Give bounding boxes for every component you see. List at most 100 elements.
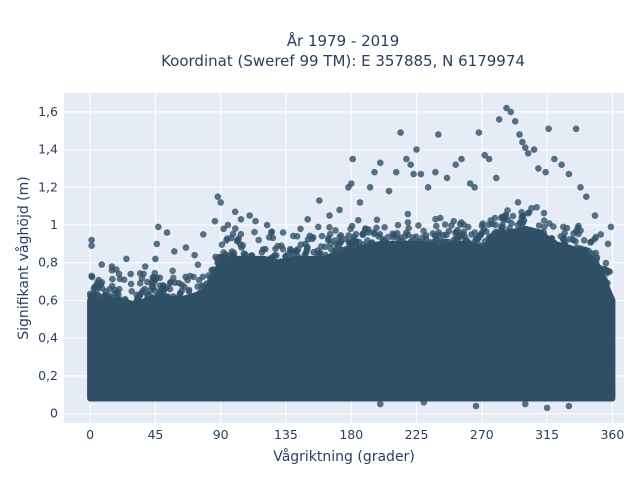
scatter-point [232,225,239,232]
scatter-point [535,165,542,172]
scatter-point [317,243,325,250]
scatter-point [237,216,245,223]
scatter-point [352,230,360,238]
scatter-point [519,138,526,146]
scatter-point [537,233,544,241]
scatter-point [128,288,135,295]
scatter-point [487,217,495,224]
scatter-point [479,220,487,227]
scatter-point [205,282,213,290]
scatter-point [348,222,356,230]
scatter-point [349,155,357,163]
scatter-point [533,204,540,211]
scatter-point [371,168,378,176]
scatter-point [443,174,451,182]
scatter-point [522,144,529,151]
scatter-point [233,237,241,245]
x-tick-label: 315 [535,427,559,442]
scatter-point [459,230,466,238]
scatter-point [88,272,95,280]
scatter-point [452,161,460,168]
scatter-point [540,209,548,217]
y-tick-label: 0,8 [38,255,58,270]
scatter-point [153,240,161,248]
scatter-point [560,240,568,247]
scatter-point [271,252,279,259]
scatter-point [136,270,144,277]
scatter-point [306,232,314,240]
scatter-point [290,232,297,240]
scatter-point [265,234,273,241]
scatter-point [120,276,128,284]
scatter-point [493,174,500,182]
scatter-point [377,400,384,408]
scatter-point [499,221,506,229]
scatter-point [543,404,551,412]
scatter-point [507,229,515,236]
scatter-point [263,221,271,229]
scatter-point [602,279,610,287]
scatter-point [400,246,408,253]
scatter-point [353,248,360,256]
scatter-point [591,212,599,219]
scatter-point [323,258,331,266]
scatter-point [361,226,369,233]
scatter-point [542,168,549,176]
scatter-point [448,222,455,229]
scatter-point [304,243,311,251]
scatter-point [315,223,322,231]
scatter-point [194,261,202,269]
scatter-point [558,161,565,168]
scatter-point [331,237,339,244]
scatter-point [293,259,300,267]
scatter-point [133,291,140,299]
scatter-point [580,237,588,244]
scatter-point [516,131,523,138]
scatter-point [511,118,519,125]
scatter-point [563,224,571,232]
scatter-point [268,228,276,235]
scatter-point [577,184,584,191]
scatter-point [325,236,332,244]
scatter-point [316,258,324,266]
scatter-point [348,180,355,187]
scatter-point [441,221,449,228]
scatter-point [248,252,255,259]
scatter-point [166,285,174,293]
scatter-point [373,245,381,252]
scatter-point [251,259,258,267]
scatter-point [377,159,384,167]
scatter-point [391,231,398,239]
scatter-point [548,235,556,242]
scatter-point [279,229,287,236]
scatter-point [198,283,206,290]
scatter-point [585,247,592,255]
y-tick-label: 0 [50,406,58,421]
scatter-point [190,273,197,281]
scatter-point [404,219,412,226]
scatter-point [602,288,610,295]
scatter-point [551,155,558,163]
scatter-point [180,301,187,308]
scatter-point [127,270,134,278]
scatter-point [373,224,380,232]
scatter-point [155,223,162,231]
scatter-point [127,280,135,288]
scatter-point [93,279,101,287]
scatter-point [199,273,207,281]
scatter-point [98,261,105,268]
scatter-point [485,155,493,163]
scatter-point [485,245,493,253]
scatter-point [152,276,159,284]
scatter-point [218,241,226,248]
scatter-point [394,221,402,229]
scatter-point [163,229,171,236]
scatter-point [475,129,483,136]
scatter-point [541,223,548,231]
scatter-point [284,250,292,258]
scatter-point [409,234,417,241]
y-tick-label: 0,2 [38,368,58,383]
scatter-point [410,245,417,252]
scatter-point [593,259,600,267]
